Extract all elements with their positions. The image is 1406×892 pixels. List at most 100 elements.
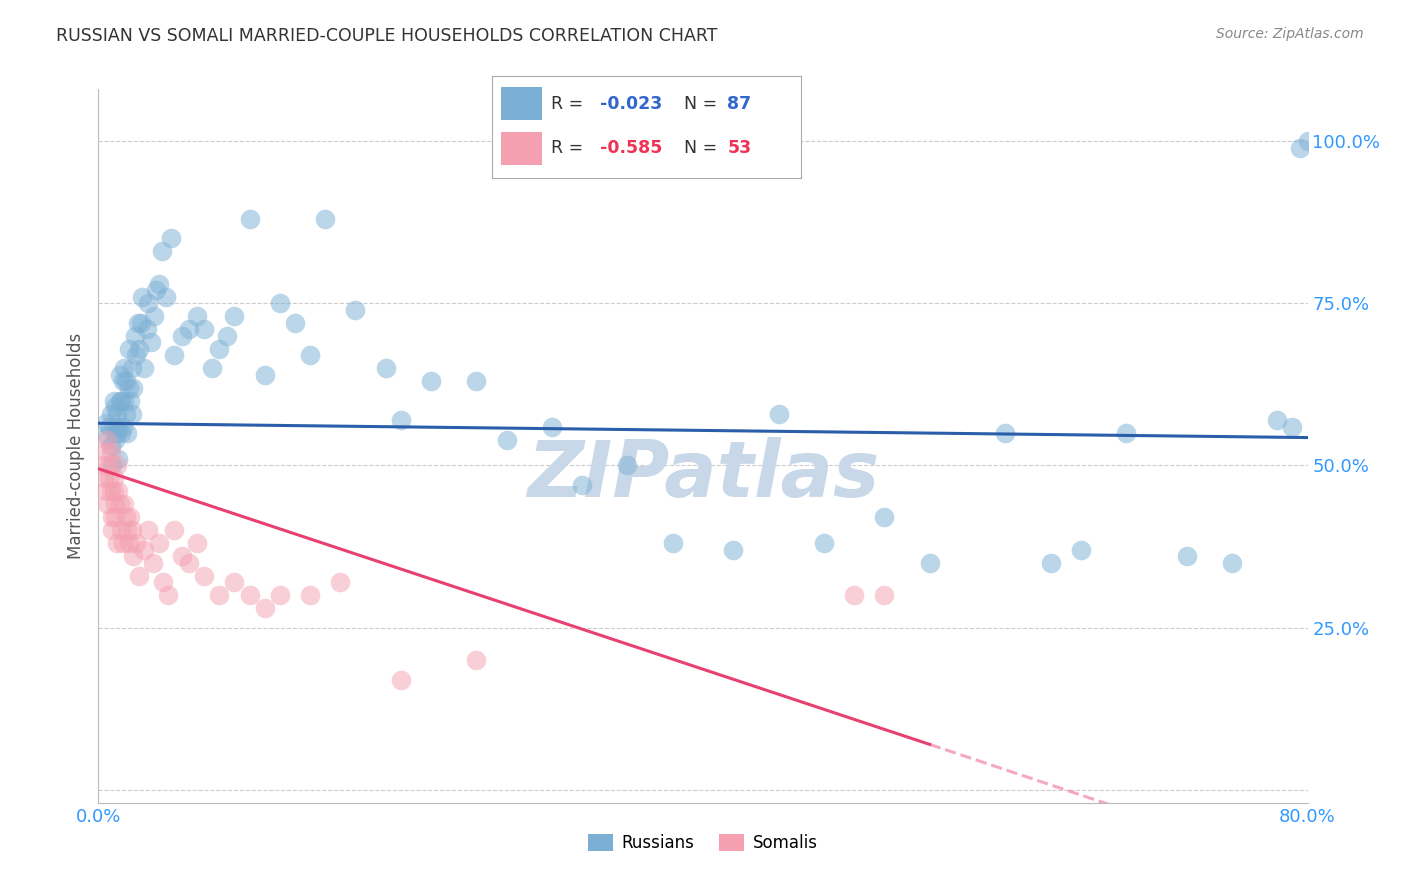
Point	[118, 381, 141, 395]
Point	[170, 549, 193, 564]
Point	[93, 471, 115, 485]
Point	[105, 407, 128, 421]
Point	[193, 322, 215, 336]
Point	[1281, 419, 1303, 434]
Point	[571, 478, 593, 492]
Point	[148, 277, 170, 291]
Point	[103, 471, 125, 485]
Point	[160, 231, 183, 245]
Text: R =: R =	[551, 139, 589, 157]
Point	[103, 393, 125, 408]
Text: 87: 87	[727, 95, 751, 113]
Point	[91, 458, 114, 473]
Point	[105, 425, 128, 440]
Point	[118, 342, 141, 356]
Text: 53: 53	[727, 139, 751, 157]
Point	[94, 445, 117, 459]
Point	[141, 335, 163, 350]
Point	[389, 673, 412, 687]
Point	[224, 575, 246, 590]
Point	[107, 484, 129, 499]
Point	[540, 419, 562, 434]
Point	[125, 348, 148, 362]
Point	[122, 381, 145, 395]
Point	[1220, 556, 1243, 570]
Point	[131, 290, 153, 304]
Point	[723, 542, 745, 557]
Point	[101, 524, 124, 538]
Point	[239, 588, 262, 602]
Point	[135, 322, 157, 336]
Point	[844, 588, 866, 602]
Point	[98, 471, 121, 485]
Point	[100, 484, 122, 499]
Point	[112, 393, 135, 408]
Point	[918, 556, 941, 570]
Point	[98, 458, 121, 473]
Point	[495, 433, 517, 447]
Point	[104, 510, 127, 524]
Point	[96, 497, 118, 511]
Point	[108, 393, 131, 408]
Point	[114, 510, 136, 524]
Point	[121, 407, 143, 421]
Point	[201, 361, 224, 376]
Point	[813, 536, 835, 550]
Point	[145, 283, 167, 297]
Point	[420, 374, 443, 388]
Point	[155, 290, 177, 304]
Point	[465, 653, 488, 667]
Point	[1039, 556, 1062, 570]
Point	[98, 419, 121, 434]
Point	[314, 211, 336, 226]
Point	[111, 419, 134, 434]
Point	[129, 316, 152, 330]
Point	[1175, 549, 1198, 564]
Point	[152, 575, 174, 590]
Point	[344, 302, 367, 317]
Point	[104, 497, 127, 511]
Point	[374, 361, 396, 376]
Point	[110, 425, 132, 440]
Point	[96, 429, 118, 443]
Point	[616, 458, 638, 473]
Point	[96, 433, 118, 447]
Point	[186, 536, 208, 550]
Point	[329, 575, 352, 590]
Point	[768, 407, 790, 421]
Point	[121, 524, 143, 538]
Text: N =: N =	[683, 139, 723, 157]
Point	[124, 328, 146, 343]
Text: -0.023: -0.023	[600, 95, 662, 113]
Point	[122, 549, 145, 564]
Point	[284, 316, 307, 330]
Point	[163, 348, 186, 362]
Text: RUSSIAN VS SOMALI MARRIED-COUPLE HOUSEHOLDS CORRELATION CHART: RUSSIAN VS SOMALI MARRIED-COUPLE HOUSEHO…	[56, 27, 717, 45]
Point	[1296, 134, 1319, 148]
Point	[100, 445, 122, 459]
Point	[136, 524, 159, 538]
Point	[104, 433, 127, 447]
Point	[269, 296, 291, 310]
Point	[107, 419, 129, 434]
Point	[1070, 542, 1092, 557]
Point	[193, 568, 215, 582]
Point	[111, 536, 134, 550]
Point	[208, 342, 231, 356]
Point	[105, 536, 128, 550]
Point	[104, 400, 127, 414]
Point	[114, 407, 136, 421]
Point	[107, 452, 129, 467]
Point	[110, 393, 132, 408]
Point	[132, 361, 155, 376]
Point	[108, 368, 131, 382]
Text: -0.585: -0.585	[600, 139, 662, 157]
Point	[661, 536, 683, 550]
Point	[108, 497, 131, 511]
Point	[112, 497, 135, 511]
Text: N =: N =	[683, 95, 723, 113]
Point	[100, 439, 122, 453]
Point	[465, 374, 488, 388]
Point	[150, 244, 173, 259]
Text: ZIPatlas: ZIPatlas	[527, 436, 879, 513]
